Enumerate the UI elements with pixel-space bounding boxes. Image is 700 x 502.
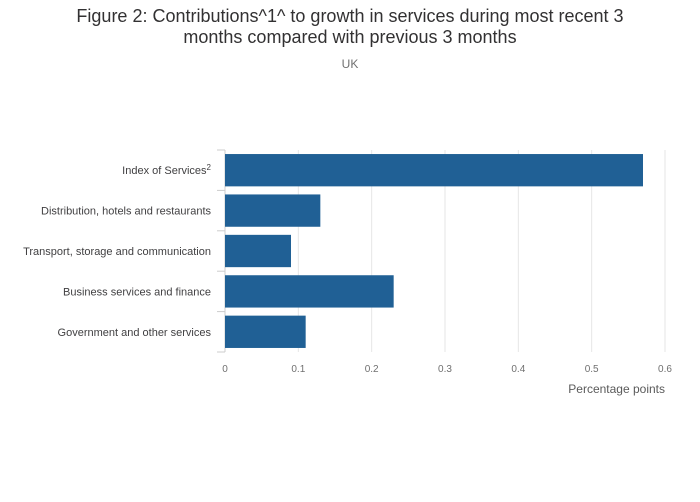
x-axis-title: Percentage points xyxy=(568,382,665,396)
x-tick-label: 0 xyxy=(222,364,228,375)
chart-title-line-1: Figure 2: Contributions^1^ to growth in … xyxy=(76,6,624,26)
bar xyxy=(225,275,394,308)
y-tick-label: Business services and finance xyxy=(63,286,211,298)
chart-title-line-2: months compared with previous 3 months xyxy=(183,27,517,47)
superscript-note: 2 xyxy=(207,163,212,172)
y-tick-label: Transport, storage and communication xyxy=(23,246,211,258)
chart-title: Figure 2: Contributions^1^ to growth in … xyxy=(0,6,700,48)
bar xyxy=(225,154,643,187)
bar xyxy=(225,315,306,348)
y-tick-label: Government and other services xyxy=(58,327,212,339)
bar xyxy=(225,234,291,268)
y-tick-label: Distribution, hotels and restaurants xyxy=(41,206,211,218)
x-tick-label: 0.6 xyxy=(658,364,672,375)
bar xyxy=(225,194,321,227)
x-tick-label: 0.2 xyxy=(365,364,379,375)
x-tick-label: 0.4 xyxy=(511,364,525,375)
x-tick-label: 0.5 xyxy=(585,364,599,375)
chart-subtitle: UK xyxy=(341,57,359,71)
y-tick-label: Index of Services2 xyxy=(122,163,211,178)
x-tick-label: 0.1 xyxy=(291,364,305,375)
x-tick-label: 0.3 xyxy=(438,364,452,375)
